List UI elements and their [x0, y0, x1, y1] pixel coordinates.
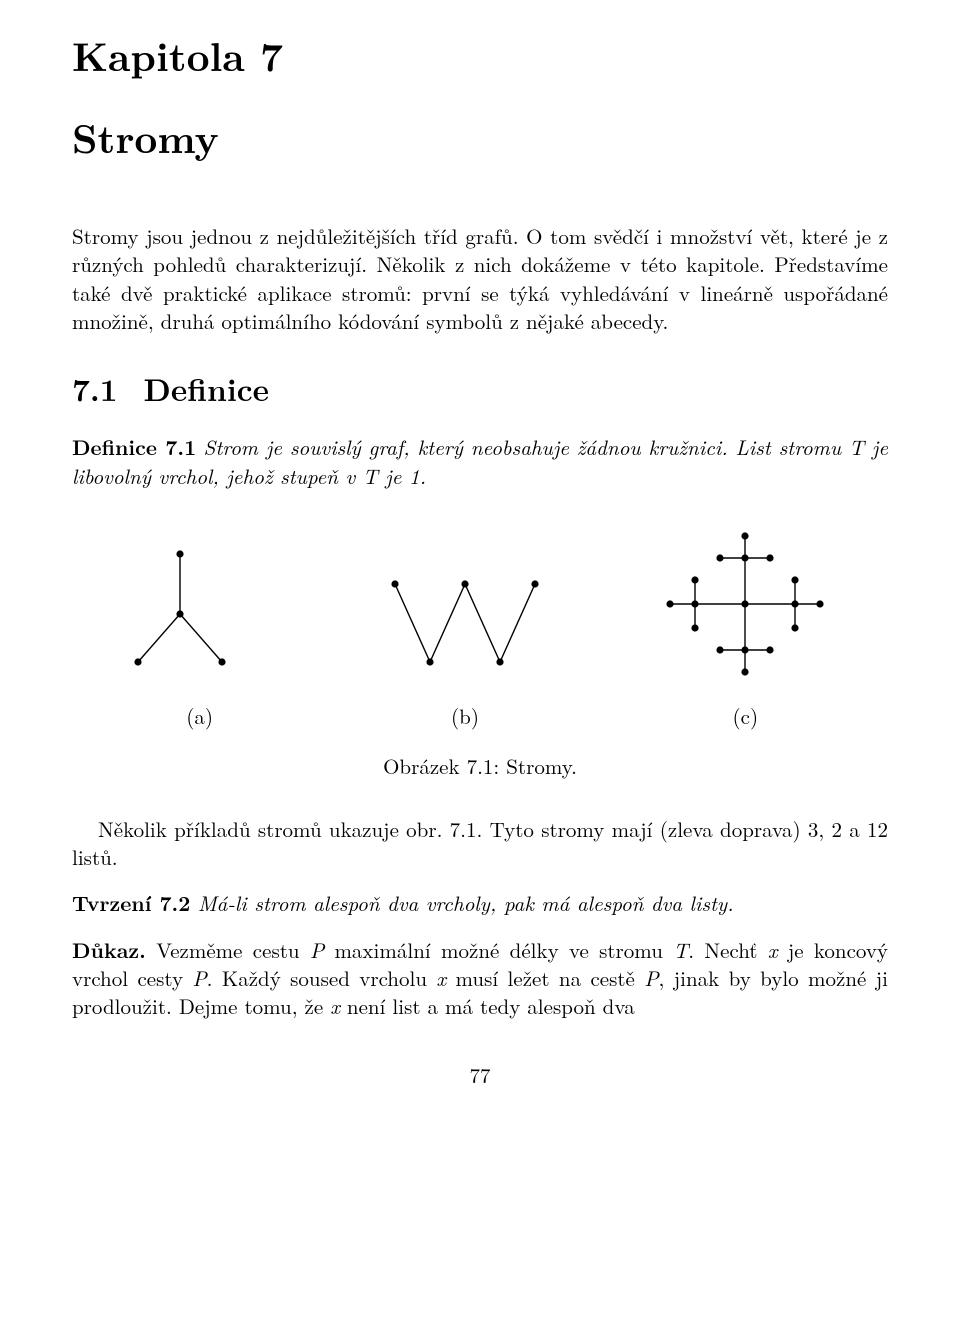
section-title: Definice — [144, 367, 269, 411]
page-number: 77 — [72, 1061, 888, 1089]
figure-row: (a) (b) (c) — [72, 524, 888, 730]
tree-a-icon — [120, 534, 280, 684]
figure-cell-a: (a) — [120, 534, 280, 730]
examples-paragraph: Několik příkladů stromů ukazuje obr. 7.1… — [72, 815, 888, 872]
math-var-P: P — [310, 935, 324, 965]
figure-7-1: (a) (b) (c) Obrázek 7.1: Stromy. — [72, 524, 888, 781]
proof-label: Důkaz. — [72, 935, 146, 965]
proof-seg: . Každý soused vrcholu — [207, 963, 437, 993]
tree-c-icon — [650, 524, 840, 684]
claim-7-2: Tvrzení 7.2 Má-li strom alespoň dva vrch… — [72, 889, 888, 917]
proof-seg: není list a má tedy alespoň dva — [340, 991, 635, 1021]
claim-text: Má-li strom alespoň dva vrcholy, pak má … — [190, 888, 733, 918]
math-var-P: P — [192, 963, 206, 993]
math-var-T: T — [849, 432, 864, 462]
definition-text-c: je 1. — [378, 461, 426, 491]
figure-cell-b: (b) — [375, 534, 555, 730]
definition-7-1: Definice 7.1 Strom je souvislý graf, kte… — [72, 433, 888, 490]
figure-label-b: (b) — [451, 702, 479, 730]
math-var-T: T — [363, 461, 378, 491]
math-var-x: x — [436, 963, 446, 993]
claim-label: Tvrzení 7.2 — [72, 888, 190, 918]
math-var-x: x — [768, 935, 778, 965]
section-heading-7-1: 7.1 Definice — [72, 369, 888, 411]
math-var-x: x — [330, 991, 340, 1021]
section-number: 7.1 — [72, 369, 118, 411]
math-var-P: P — [644, 963, 658, 993]
definition-text-a: Strom je souvislý graf, který neobsahuje… — [204, 432, 849, 462]
figure-label-c: (c) — [732, 702, 758, 730]
proof-seg: maximální možné délky ve stromu — [324, 935, 673, 965]
proof-seg: Vezměme cestu — [156, 935, 310, 965]
tree-b-icon — [375, 534, 555, 684]
definition-label: Definice 7.1 — [72, 432, 196, 462]
math-var-T: T — [673, 935, 688, 965]
figure-label-a: (a) — [186, 702, 213, 730]
chapter-title: Stromy — [72, 110, 888, 164]
proof-seg: . Nechť — [688, 935, 768, 965]
proof-paragraph: Důkaz. Vezměme cestu P maximální možné d… — [72, 936, 888, 1021]
figure-cell-c: (c) — [650, 524, 840, 730]
intro-paragraph: Stromy jsou jednou z nejdůležitějších tř… — [72, 222, 888, 335]
chapter-kicker: Kapitola 7 — [72, 28, 888, 82]
figure-caption: Obrázek 7.1: Stromy. — [72, 752, 888, 780]
proof-seg: musí ležet na cestě — [446, 963, 644, 993]
